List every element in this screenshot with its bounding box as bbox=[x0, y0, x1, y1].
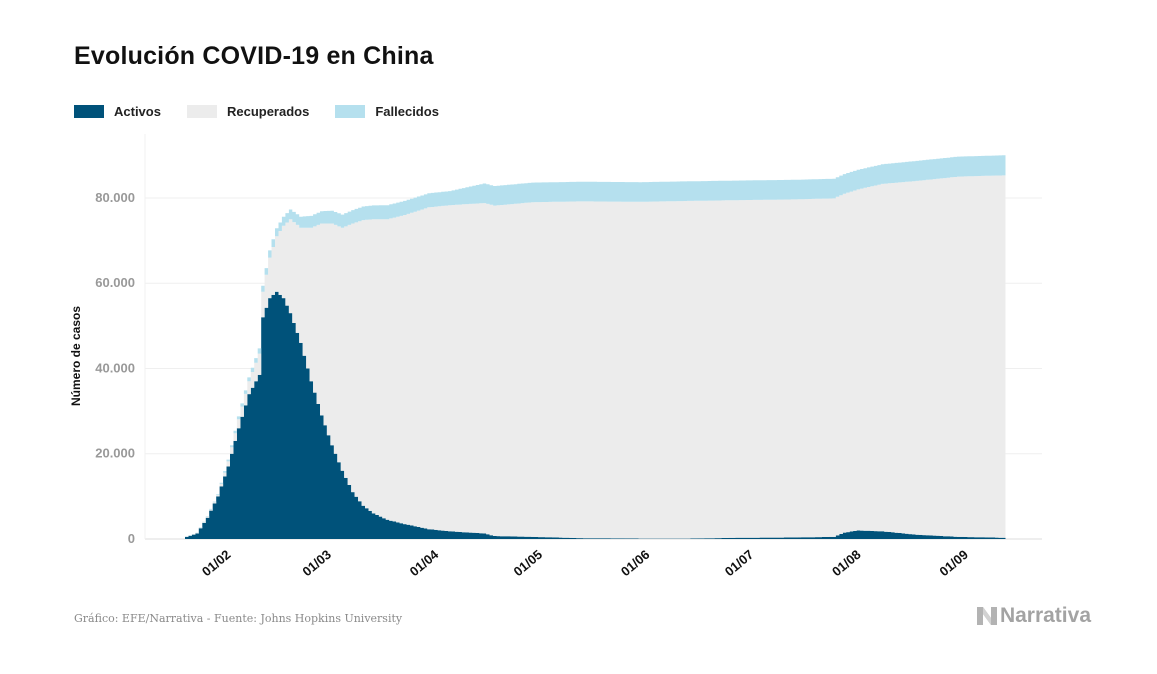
y-axis-ticks: 0 20.000 40.000 60.000 80.000 bbox=[95, 190, 135, 546]
area-activos bbox=[185, 291, 1006, 539]
y-tick-label: 20.000 bbox=[95, 446, 135, 461]
x-tick-label: 01/09 bbox=[936, 547, 971, 579]
legend-item-recuperados: Recuperados bbox=[186, 104, 310, 119]
x-tick-label: 01/05 bbox=[511, 547, 546, 579]
y-axis-label: Número de casos bbox=[69, 306, 83, 406]
x-tick-label: 01/08 bbox=[829, 547, 864, 579]
chart-title: Evolución COVID-19 en China bbox=[74, 42, 434, 70]
legend: Activos Recuperados Fallecidos bbox=[74, 104, 465, 119]
area-recuperados bbox=[185, 175, 1006, 539]
legend-label-activos: Activos bbox=[114, 104, 161, 119]
x-tick-label: 01/06 bbox=[618, 547, 653, 579]
x-tick-label: 01/02 bbox=[199, 547, 234, 579]
x-tick-label: 01/04 bbox=[407, 546, 442, 579]
y-tick-label: 40.000 bbox=[95, 360, 135, 375]
legend-label-fallecidos: Fallecidos bbox=[375, 104, 439, 119]
legend-swatch-recuperados bbox=[186, 105, 217, 118]
brand-name: Narrativa bbox=[999, 604, 1091, 627]
brand-logo: Narrativa bbox=[976, 604, 1091, 628]
x-axis-ticks: 01/02 01/03 01/04 01/05 01/06 01/07 01/08 01/09 bbox=[199, 546, 971, 579]
y-tick-label: 0 bbox=[128, 531, 135, 546]
legend-item-fallecidos: Fallecidos bbox=[335, 104, 439, 119]
x-tick-label: 01/03 bbox=[299, 547, 334, 579]
stacked-areas bbox=[185, 155, 1006, 539]
x-tick-label: 01/07 bbox=[722, 547, 757, 579]
y-tick-label: 60.000 bbox=[95, 275, 135, 290]
source-note: Gráfico: EFE/Narrativa - Fuente: Johns H… bbox=[74, 612, 403, 625]
legend-item-activos: Activos bbox=[74, 104, 161, 119]
legend-swatch-activos bbox=[74, 105, 104, 118]
y-tick-label: 80.000 bbox=[95, 190, 135, 205]
narrativa-logo-icon bbox=[976, 607, 997, 625]
legend-swatch-fallecidos bbox=[335, 105, 366, 118]
legend-label-recuperados: Recuperados bbox=[226, 104, 310, 119]
